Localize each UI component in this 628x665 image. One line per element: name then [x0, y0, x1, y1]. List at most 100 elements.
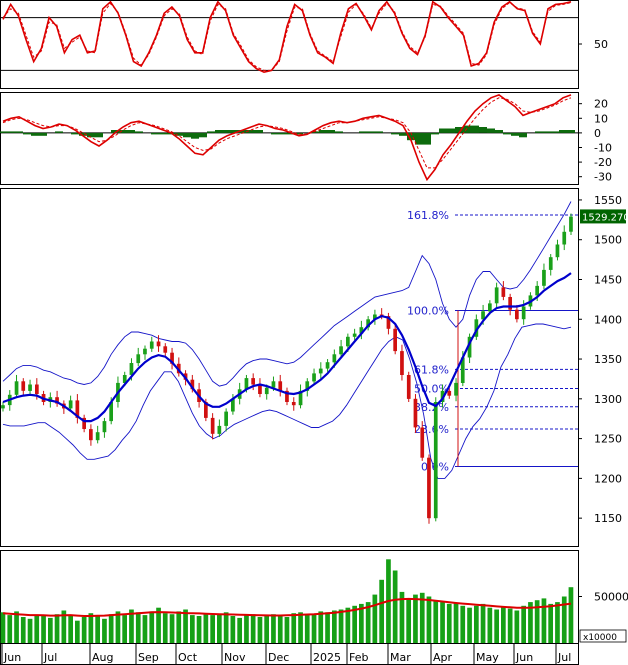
volume-bar	[555, 602, 560, 643]
candle-body	[28, 384, 32, 391]
macd-histogram-bar	[487, 128, 495, 133]
candle-body	[366, 319, 370, 328]
candle-body	[562, 231, 567, 245]
candle-body	[359, 327, 364, 334]
volume-bar	[14, 611, 19, 643]
macd-histogram-bar	[159, 132, 167, 135]
volume-bar	[413, 594, 418, 643]
candle-body	[555, 244, 560, 258]
stochastic-panel: 50	[0, 0, 608, 89]
candle-body	[271, 381, 276, 388]
macd-histogram-bar	[79, 132, 87, 136]
fib-level-label: 23.6%	[414, 423, 449, 436]
macd-histogram-bar	[215, 130, 223, 133]
x-tick-label: Jun	[515, 651, 533, 664]
volume-bar	[494, 609, 499, 643]
candle-body	[264, 387, 269, 395]
x-axis: Jun Jul Aug Sep Oct Nov Dec 2025 Feb Mar Apr May Jun…	[0, 643, 579, 665]
volume-bar	[487, 607, 493, 643]
macd-histogram-bar	[239, 130, 247, 133]
macd-histogram-bar	[135, 131, 143, 133]
volume-bar	[277, 615, 283, 643]
x-tick-label: Jul	[557, 651, 571, 664]
volume-bar	[183, 609, 188, 643]
candle-body	[488, 303, 492, 312]
candle-body	[346, 336, 350, 347]
candle-body	[521, 306, 526, 320]
volume-bar	[426, 596, 432, 643]
y-tick-label: 0	[594, 127, 601, 140]
y-tick-label: 1400	[594, 313, 622, 326]
x-tick-label: Nov	[224, 651, 246, 664]
fib-level-label: 161.8%	[407, 209, 449, 222]
candle-body	[95, 432, 100, 441]
candle-body	[278, 381, 283, 391]
macd-histogram-bar	[391, 132, 399, 135]
macd-histogram-bar	[431, 132, 439, 135]
y-tick-label: 1250	[594, 433, 622, 446]
y-tick-label: 50000	[594, 591, 628, 604]
volume-bar	[142, 615, 148, 643]
macd-histogram-bar	[511, 132, 519, 136]
candle-body	[251, 378, 255, 385]
volume-bar	[217, 614, 222, 643]
x-tick-label: Feb	[349, 651, 368, 664]
macd-histogram-bar	[535, 131, 543, 133]
volume-bar	[156, 607, 161, 643]
volume-bar	[196, 616, 202, 643]
volume-bar	[474, 605, 479, 643]
volume-bar	[298, 612, 303, 643]
macd-histogram-bar	[55, 131, 63, 133]
volume-unit-box	[579, 629, 627, 643]
candle-body	[318, 368, 323, 374]
volume-bar	[399, 591, 405, 643]
macd-histogram-bar	[447, 128, 455, 133]
macd-histogram-bar	[183, 132, 191, 138]
x-tick-label: Mar	[390, 651, 411, 664]
candle-body	[204, 402, 208, 418]
candle-body	[467, 336, 472, 358]
macd-histogram-bar	[295, 132, 303, 135]
fib-level-label: 38.2%	[414, 401, 449, 414]
candle-body	[474, 319, 479, 337]
volume-bar	[480, 603, 486, 643]
candle-body	[291, 402, 296, 406]
macd-histogram-bar	[15, 131, 23, 133]
fib-level-label: 100.0%	[407, 305, 449, 318]
volume-bar	[0, 612, 6, 643]
candle-body	[548, 257, 553, 270]
macd-histogram-bar	[319, 130, 327, 133]
macd-frame	[0, 92, 579, 185]
volume-bar	[345, 607, 351, 643]
macd-histogram-bar	[87, 132, 95, 138]
candle-body	[156, 341, 161, 347]
x-tick-label: Aug	[92, 651, 113, 664]
candle-body	[406, 375, 411, 399]
fib-level-label: 61.8%	[414, 363, 449, 376]
macd-histogram-bar	[7, 131, 15, 133]
volume-bar	[541, 598, 547, 643]
volume-bar	[460, 605, 466, 643]
macd-histogram-bar	[559, 130, 567, 133]
macd-histogram-bar	[279, 132, 287, 135]
macd-histogram-bar	[335, 131, 343, 133]
candle-body	[82, 417, 86, 429]
y-tick-label: 1500	[594, 234, 622, 247]
volume-bar	[203, 613, 209, 643]
volume-bar	[359, 603, 364, 643]
volume-bar	[528, 602, 533, 643]
macd-histogram-bar	[327, 130, 335, 133]
macd-histogram-bar	[95, 132, 103, 138]
macd-histogram-bar	[175, 132, 183, 136]
volume-bar	[41, 616, 46, 643]
macd-histogram-bar	[551, 131, 559, 133]
macd-histogram-bar	[399, 132, 407, 136]
macd-histogram-bar	[543, 131, 551, 133]
macd-histogram-bar	[375, 131, 383, 133]
y-tick-label: 1450	[594, 273, 622, 286]
candle-body	[515, 309, 519, 320]
macd-histogram-bar	[479, 127, 487, 133]
volume-bar	[433, 600, 439, 643]
